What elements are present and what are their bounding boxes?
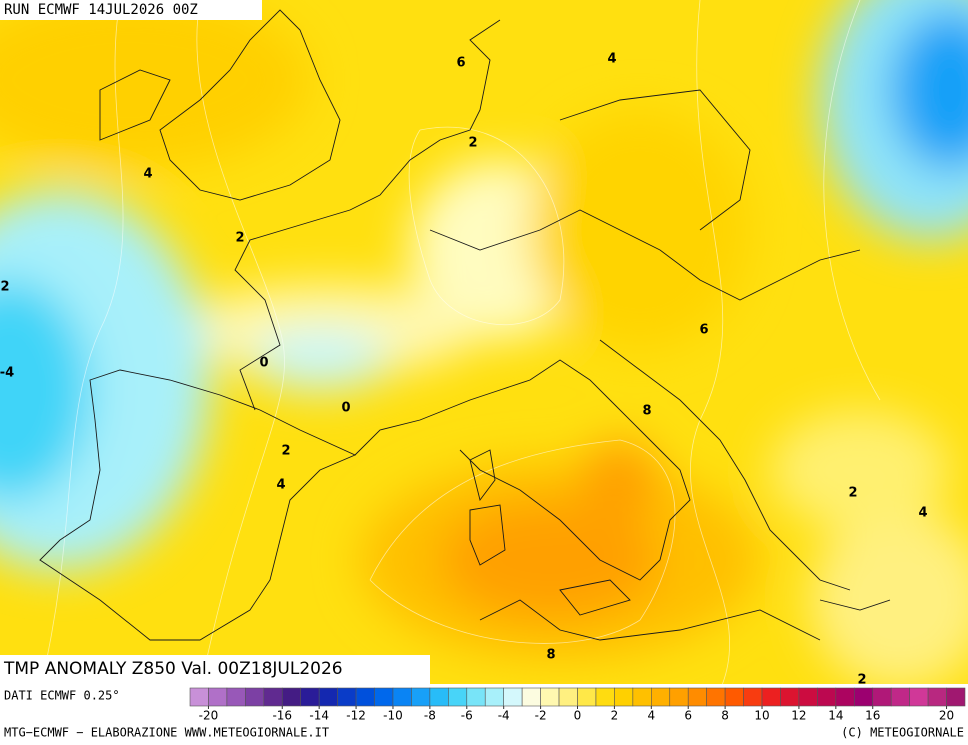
contour-label: 2	[468, 136, 477, 151]
color-swatch	[503, 687, 523, 707]
color-swatch	[318, 687, 338, 707]
tick-label: -12	[346, 709, 366, 723]
contour-label: 2	[281, 444, 290, 459]
color-swatch	[263, 687, 283, 707]
tick-label: -10	[383, 709, 403, 723]
tick-label: 20	[939, 709, 954, 723]
color-swatch	[817, 687, 837, 707]
contour-label: 4	[607, 52, 616, 67]
color-scale	[189, 687, 966, 707]
color-swatch	[780, 687, 800, 707]
tick-label: 12	[791, 709, 806, 723]
color-swatch	[706, 687, 726, 707]
header-box	[0, 0, 262, 20]
contour-label: -4	[0, 366, 14, 381]
run-label: RUN ECMWF 14JUL2026 00Z	[4, 2, 198, 18]
color-swatch	[208, 687, 228, 707]
color-swatch	[392, 687, 412, 707]
tick-label: 14	[828, 709, 843, 723]
map-field: 6 4 2 4 2 2 -4 0 0 2 4 6 8 2 4 8 2	[0, 0, 968, 688]
color-swatch	[909, 687, 929, 707]
data-source: DATI ECMWF 0.25°	[4, 689, 120, 703]
color-swatch	[614, 687, 634, 707]
tick-label: 10	[754, 709, 769, 723]
color-swatch	[189, 687, 209, 707]
color-swatch	[946, 687, 966, 707]
color-swatch	[448, 687, 468, 707]
color-swatch	[245, 687, 265, 707]
footer-copyright: (C) METEOGIORNALE	[841, 726, 964, 740]
color-swatch	[337, 687, 357, 707]
color-swatch	[411, 687, 431, 707]
color-swatch	[687, 687, 707, 707]
color-scale-ticks: -20 -16 -14 -12 -10 -8 -6 -4 -2 0 2 4 6 8 10 12 14 16 20	[199, 706, 954, 723]
tick-label: 6	[684, 709, 692, 723]
color-swatch	[872, 687, 892, 707]
tick-label: 16	[865, 709, 880, 723]
tick-label: -14	[309, 709, 329, 723]
color-swatch	[558, 687, 578, 707]
contour-label: 4	[918, 506, 927, 521]
color-swatch	[355, 687, 375, 707]
color-swatch	[761, 687, 781, 707]
contour-label: 2	[848, 486, 857, 501]
tick-label: 0	[574, 709, 582, 723]
color-swatch	[853, 687, 874, 707]
color-swatch	[577, 687, 597, 707]
contour-label: 0	[259, 356, 268, 371]
tick-label: -8	[424, 709, 436, 723]
color-swatch	[374, 687, 394, 707]
color-swatch	[890, 687, 910, 707]
contour-label: 6	[699, 323, 708, 338]
color-swatch	[651, 687, 671, 707]
color-swatch	[300, 687, 320, 707]
title-box	[0, 655, 430, 684]
color-swatch	[743, 687, 763, 707]
color-swatch	[669, 687, 689, 707]
tick-label: -4	[498, 709, 510, 723]
contour-label: 4	[276, 478, 285, 493]
footer-credit: MTG−ECMWF − ELABORAZIONE WWW.METEOGIORNA…	[4, 726, 329, 740]
color-swatch	[540, 687, 560, 707]
tick-label: 2	[611, 709, 619, 723]
map-title: TMP ANOMALY Z850 Val. 00Z18JUL2026	[3, 659, 343, 679]
contour-label: 2	[857, 673, 866, 688]
contour-label: 8	[642, 404, 651, 419]
contour-label: 0	[341, 401, 350, 416]
tick-label: -6	[461, 709, 473, 723]
tick-label: -20	[199, 709, 219, 723]
contour-labels: 6 4 2 4 2 2 -4 0 0 2 4 6 8 2 4 8 2	[0, 52, 928, 688]
color-swatch	[835, 687, 855, 707]
color-swatch	[724, 687, 744, 707]
contour-label: 2	[0, 280, 9, 295]
coastlines	[39, 9, 891, 641]
color-swatch	[521, 687, 541, 707]
tick-label: -2	[535, 709, 547, 723]
color-swatch	[798, 687, 818, 707]
color-swatch	[927, 687, 947, 707]
color-swatch	[281, 687, 302, 707]
tick-label: 8	[721, 709, 729, 723]
contour-label: 2	[235, 231, 244, 246]
color-swatch	[466, 687, 486, 707]
color-swatch	[226, 687, 246, 707]
color-swatch	[429, 687, 449, 707]
color-swatch	[484, 687, 504, 707]
color-swatch	[632, 687, 652, 707]
contour-label: 6	[456, 56, 465, 71]
tick-label: 4	[647, 709, 655, 723]
contour-label: 8	[546, 648, 555, 663]
color-swatch	[595, 687, 615, 707]
contour-label: 4	[143, 167, 152, 182]
tick-label: -16	[272, 709, 292, 723]
